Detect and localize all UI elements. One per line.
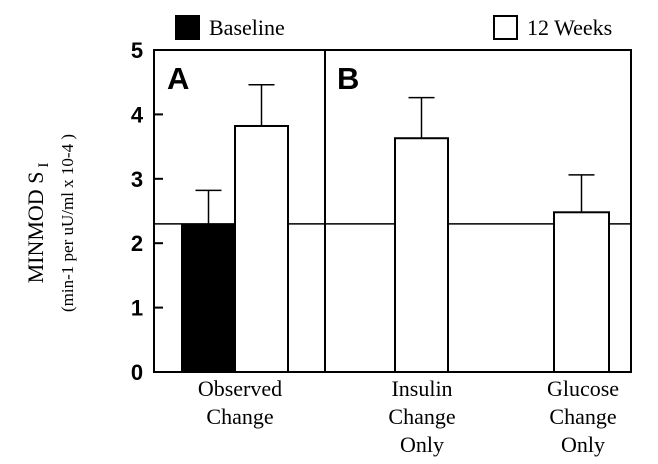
plot-frame bbox=[153, 49, 632, 373]
y-tick-label: 2 bbox=[131, 231, 143, 256]
legend-swatch-baseline bbox=[175, 15, 200, 40]
x-category-label-line: Only bbox=[561, 432, 605, 457]
bar bbox=[181, 224, 236, 373]
bar bbox=[553, 211, 610, 373]
y-tick-label: 1 bbox=[131, 296, 143, 321]
y-axis-ticks: 0 1 2 3 4 5 bbox=[131, 38, 163, 385]
bars bbox=[181, 84, 610, 373]
bar bbox=[234, 124, 289, 373]
x-category-label-line: Change bbox=[388, 404, 455, 429]
bar bbox=[394, 137, 449, 373]
y-tick-label: 0 bbox=[131, 360, 143, 385]
y-axis-label-main: MINMOD S bbox=[23, 172, 48, 284]
x-axis-category-labels: Observed Change Insulin Change Only Glucose Ch… bbox=[198, 376, 619, 457]
y-axis-title: MINMOD S I (min-1 per uU/ml x 10-4 ) bbox=[23, 134, 77, 312]
x-category-label-line: Glucose bbox=[547, 376, 619, 401]
panel-label-a: A bbox=[167, 61, 189, 96]
y-tick-label: 4 bbox=[131, 102, 144, 127]
x-category-label-line: Only bbox=[400, 432, 444, 457]
y-tick-label: 3 bbox=[131, 167, 143, 192]
legend-swatch-12-weeks bbox=[493, 15, 518, 40]
y-axis-units: (min-1 per uU/ml x 10-4 ) bbox=[58, 134, 77, 312]
x-category-label-line: Change bbox=[549, 404, 616, 429]
x-category-label-line: Insulin bbox=[391, 376, 452, 401]
legend: Baseline 12 Weeks bbox=[175, 15, 612, 40]
legend-label-12-weeks: 12 Weeks bbox=[527, 15, 612, 40]
y-tick-label: 5 bbox=[131, 38, 143, 63]
y-axis-label-subscript: I bbox=[36, 163, 52, 168]
panel-label-b: B bbox=[337, 61, 359, 96]
y-axis-label: MINMOD S I bbox=[23, 163, 52, 284]
x-category-label-line: Change bbox=[206, 404, 273, 429]
legend-label-baseline: Baseline bbox=[209, 15, 285, 40]
x-category-label-line: Observed bbox=[198, 376, 282, 401]
